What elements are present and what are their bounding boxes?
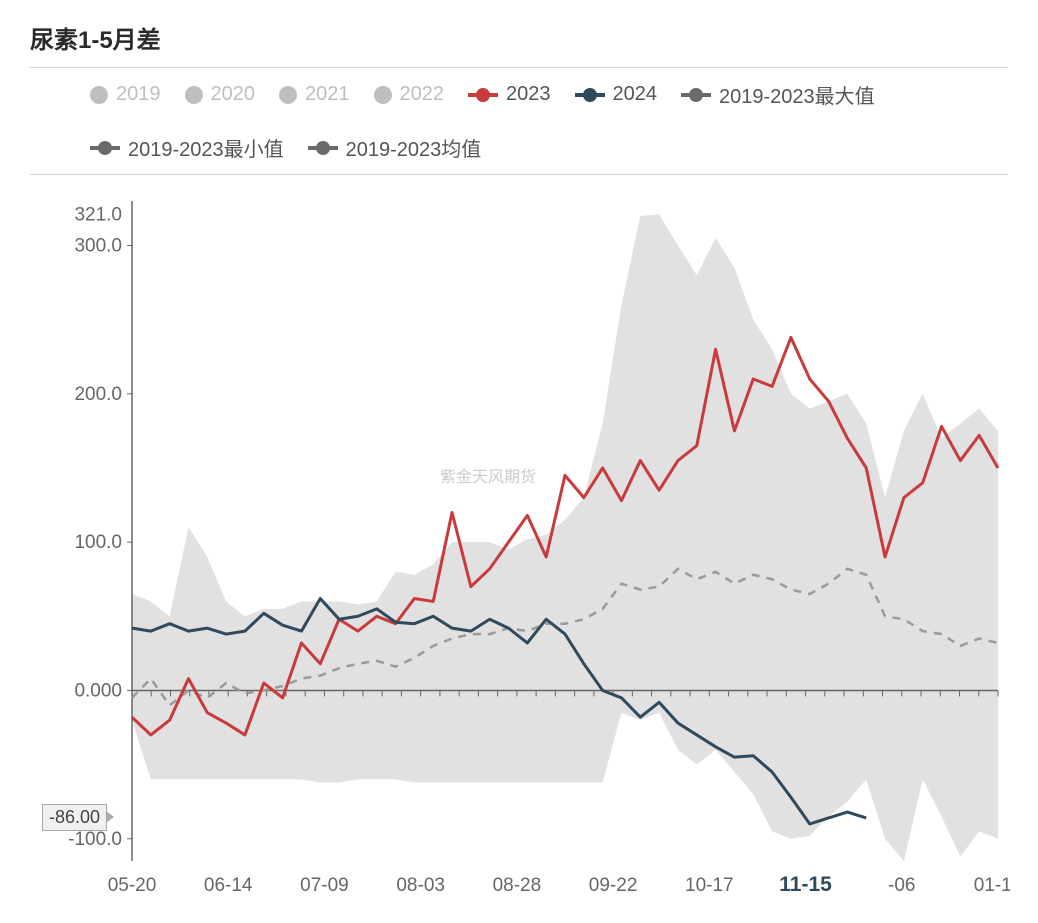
legend-label: 2020 bbox=[211, 83, 256, 106]
legend-item-2[interactable]: 2021 bbox=[279, 83, 350, 106]
legend-label: 2022 bbox=[400, 83, 445, 106]
legend-marker bbox=[681, 93, 711, 97]
legend-marker bbox=[374, 86, 392, 104]
y-tick-label: 300.0 bbox=[74, 235, 122, 256]
legend-marker bbox=[90, 146, 120, 150]
chart-area: -100.0 0.000 100.0 200.0 300.0 321.0 05-20 06-1… bbox=[40, 183, 1010, 903]
legend-marker bbox=[279, 86, 297, 104]
legend-item-1[interactable]: 2020 bbox=[185, 83, 256, 106]
x-tick-label: 01-10 bbox=[974, 875, 1010, 896]
legend-item-3[interactable]: 2022 bbox=[374, 83, 445, 106]
legend-label: 2019-2023最大值 bbox=[719, 80, 875, 109]
y-tick-label: 0.000 bbox=[74, 680, 122, 701]
legend-marker bbox=[468, 93, 498, 97]
range-band bbox=[132, 214, 998, 861]
legend-marker bbox=[90, 86, 108, 104]
x-tick-label: 06-14 bbox=[204, 875, 253, 896]
legend-marker bbox=[185, 86, 203, 104]
x-tick-label: 08-28 bbox=[493, 875, 542, 896]
legend-item-8[interactable]: 2019-2023均值 bbox=[308, 133, 482, 162]
legend-label: 2024 bbox=[613, 83, 658, 106]
legend-marker bbox=[575, 93, 605, 97]
x-tick-label: 11-15 bbox=[779, 873, 832, 896]
legend-item-0[interactable]: 2019 bbox=[90, 83, 161, 106]
legend-divider bbox=[30, 174, 1008, 175]
legend-label: 2023 bbox=[506, 83, 551, 106]
x-tick-label: 07-09 bbox=[300, 875, 349, 896]
y-tick-label: -100.0 bbox=[68, 829, 122, 850]
y-tick-label: 200.0 bbox=[74, 384, 122, 405]
chart-svg: -100.0 0.000 100.0 200.0 300.0 321.0 05-20 06-1… bbox=[40, 183, 1010, 903]
legend-label: 2019 bbox=[116, 83, 161, 106]
x-tick-label: 08-03 bbox=[396, 875, 445, 896]
y-axis-marker-badge: -86.00 bbox=[42, 804, 107, 831]
legend-label: 2019-2023最小值 bbox=[128, 133, 284, 162]
title-divider bbox=[30, 67, 1008, 68]
legend-item-6[interactable]: 2019-2023最大值 bbox=[681, 80, 875, 109]
x-tick-label: -06 bbox=[888, 875, 915, 896]
legend: 2019 2020 2021 2022 2023 2024 2019-2023最大值 2019… bbox=[30, 76, 1008, 174]
x-tick-label: 10-17 bbox=[685, 875, 734, 896]
legend-marker bbox=[308, 146, 338, 150]
legend-item-7[interactable]: 2019-2023最小值 bbox=[90, 133, 284, 162]
legend-label: 2021 bbox=[305, 83, 350, 106]
chart-title: 尿素1-5月差 bbox=[30, 20, 1008, 55]
y-tick-label: 100.0 bbox=[74, 532, 122, 553]
legend-item-5[interactable]: 2024 bbox=[575, 83, 658, 106]
x-tick-label: 05-20 bbox=[108, 875, 157, 896]
y-top-label: 321.0 bbox=[74, 204, 122, 225]
x-tick-label: 09-22 bbox=[589, 875, 638, 896]
legend-label: 2019-2023均值 bbox=[346, 133, 482, 162]
legend-item-4[interactable]: 2023 bbox=[468, 83, 551, 106]
